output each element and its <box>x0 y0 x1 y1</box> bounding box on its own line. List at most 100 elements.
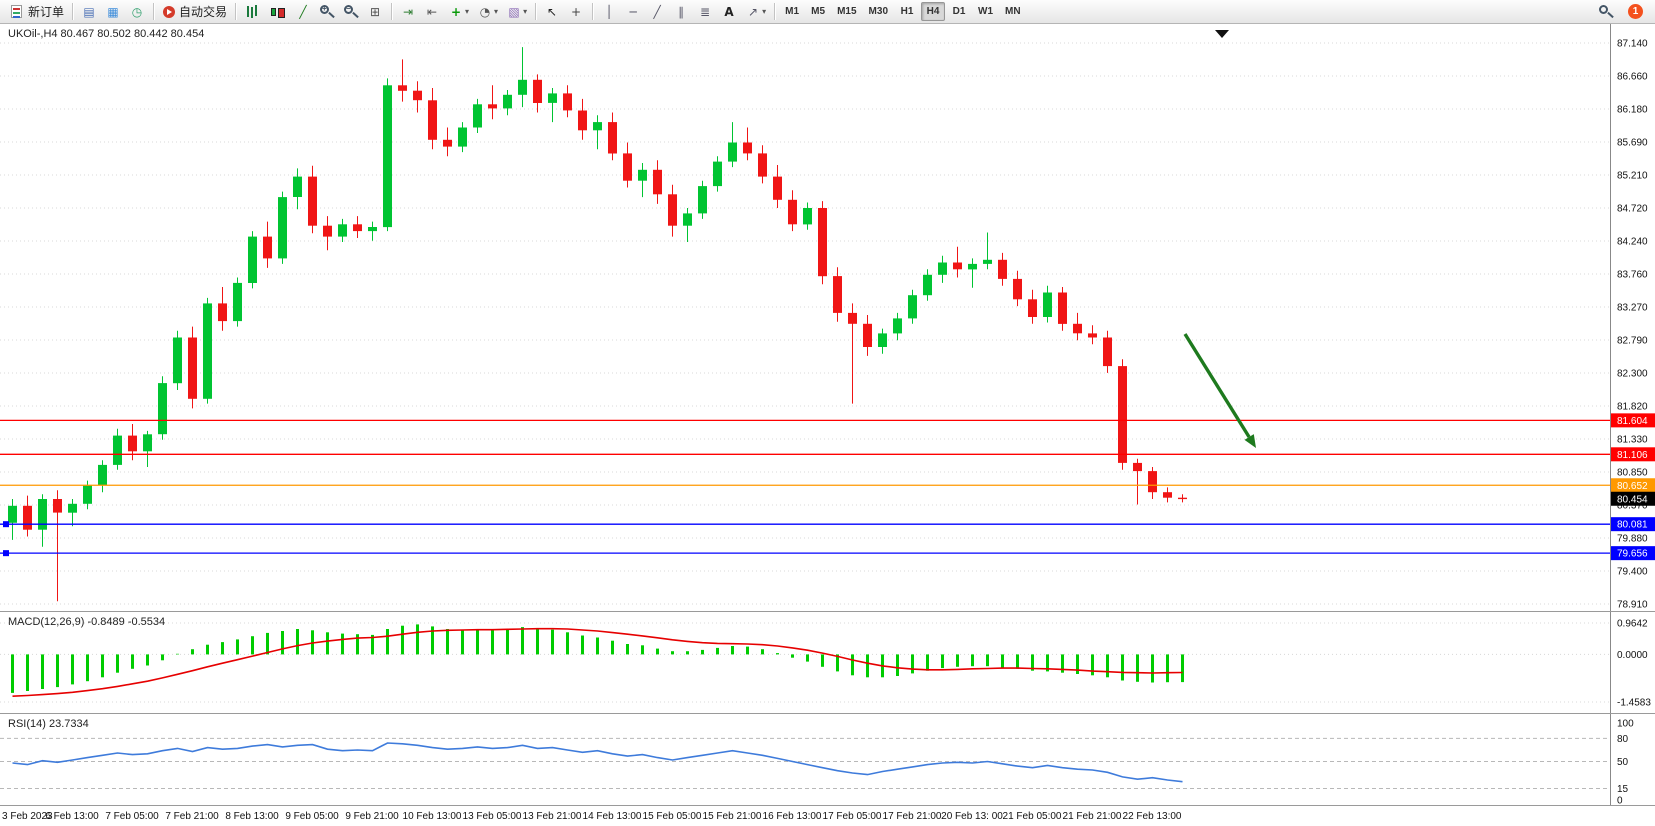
channel-button[interactable]: ∥ <box>669 2 693 22</box>
price-badge-text: 81.106 <box>1617 450 1648 461</box>
dropdown-caret-icon: ▾ <box>523 7 528 16</box>
timeframe-button-m1[interactable]: M1 <box>785 6 800 17</box>
timeframe-button-h1[interactable]: H1 <box>900 6 914 17</box>
autotrading-icon <box>163 5 176 18</box>
refresh-button[interactable]: ◷ <box>125 2 149 22</box>
line-anchor-handle[interactable] <box>3 550 9 557</box>
periods-button[interactable]: ◔ ▾ <box>473 2 502 22</box>
candle-bear <box>53 499 62 513</box>
rsi-line <box>12 742 1183 783</box>
rsi-axis-label: 0 <box>1617 796 1623 807</box>
price-badge-text: 81.604 <box>1617 416 1648 427</box>
trend-arrow-head[interactable] <box>1244 434 1257 448</box>
candle-bull <box>233 282 242 322</box>
indicators-button[interactable]: + ▾ <box>444 2 473 22</box>
chart-window-button[interactable]: ▤ <box>77 2 101 22</box>
chart-shift-marker[interactable] <box>1215 30 1229 38</box>
candle-bear <box>413 90 422 101</box>
macd-signal-line <box>12 627 1183 697</box>
candlestick-icon <box>271 7 286 18</box>
candle-bull <box>38 499 47 530</box>
chart-shift-button[interactable]: ⇤ <box>420 2 444 22</box>
candle-bull <box>98 464 107 486</box>
candle-bull <box>383 85 392 228</box>
chart-window-icon: ▤ <box>83 4 95 19</box>
templates-button[interactable]: ▧ ▾ <box>502 2 531 22</box>
price-badge <box>1611 447 1655 462</box>
profiles-icon: ▦ <box>107 4 119 19</box>
candle-bull <box>203 303 212 399</box>
time-axis-label: 15 Feb 05:00 <box>643 811 702 822</box>
timeframe-button-m5[interactable]: M5 <box>811 6 826 17</box>
timeframe-button-m15[interactable]: M15 <box>837 6 857 17</box>
candle-bear <box>1088 333 1097 338</box>
fibonacci-button[interactable]: ≣ <box>693 2 717 22</box>
cursor-button[interactable]: ↖ <box>540 2 564 22</box>
price-axis-label: 86.180 <box>1617 105 1648 116</box>
time-axis-label: 20 Feb 13: 00 <box>941 811 1003 822</box>
chart-area[interactable]: 87.140 86.660 86.180 85.690 85.210 84.720 84.2… <box>0 24 1655 826</box>
timeframe-button-mn[interactable]: MN <box>1005 6 1021 17</box>
notification-badge[interactable]: 1 <box>1628 4 1643 19</box>
candle-bull <box>878 333 887 347</box>
new-order-button[interactable]: 新订单 <box>4 2 68 22</box>
candle-bull <box>968 263 977 270</box>
timeframe-button-h4[interactable]: H4 <box>921 2 945 21</box>
timeframe-button-d1[interactable]: D1 <box>952 6 966 17</box>
candle-bear <box>953 262 962 270</box>
candle-bear <box>608 122 617 154</box>
price-axis-label: 81.330 <box>1617 435 1648 446</box>
price-axis-label: 84.240 <box>1617 237 1648 248</box>
crosshair-button[interactable]: + <box>564 2 588 22</box>
zoom-in-button[interactable] <box>315 2 339 22</box>
candle-bear <box>578 110 587 131</box>
candle-bull <box>893 318 902 334</box>
time-axis-label: 21 Feb 05:00 <box>1003 811 1062 822</box>
arrows-button[interactable]: ↗ ▾ <box>741 2 770 22</box>
indicators-icon: + <box>451 4 462 19</box>
auto-scroll-button[interactable]: ⇥ <box>396 2 420 22</box>
candle-bear <box>488 104 497 109</box>
trendline-button[interactable]: ╱ <box>645 2 669 22</box>
line-anchor-handle[interactable] <box>3 521 9 528</box>
vertical-line-icon: │ <box>605 4 613 19</box>
price-badge <box>1611 478 1655 493</box>
vertical-line-button[interactable]: │ <box>597 2 621 22</box>
tile-windows-button[interactable]: ⊞ <box>363 2 387 22</box>
candle-bull <box>338 224 347 237</box>
price-axis-label: 83.270 <box>1617 303 1648 314</box>
line-chart-button[interactable]: ╱ <box>291 2 315 22</box>
macd-axis-label: -1.4583 <box>1617 698 1651 709</box>
rsi-axis-label: 80 <box>1617 734 1629 745</box>
search-button[interactable] <box>1594 2 1618 22</box>
timeframe-button-m30[interactable]: M30 <box>868 6 888 17</box>
candle-bear <box>1133 462 1142 472</box>
candle-bear <box>188 337 197 399</box>
candle-bull <box>548 93 557 103</box>
candle-bear <box>848 312 857 324</box>
time-axis-label: 3 Feb 2023 <box>2 811 53 822</box>
text-icon: A <box>724 4 734 19</box>
trend-arrow-line[interactable] <box>1183 333 1251 438</box>
line-chart-icon: ╱ <box>299 4 307 19</box>
autotrading-button-label: 自动交易 <box>179 5 228 19</box>
candle-bear <box>623 153 632 181</box>
candle-bear <box>1163 492 1172 498</box>
search-icon <box>1599 5 1608 14</box>
bar-chart-icon <box>247 6 250 17</box>
candle-bull <box>638 169 647 181</box>
profiles-button[interactable]: ▦ <box>101 2 125 22</box>
zoom-out-button[interactable] <box>339 2 363 22</box>
candle-bull <box>698 186 707 214</box>
text-button[interactable]: A <box>717 2 741 22</box>
price-badge-text: 80.454 <box>1617 494 1648 505</box>
toolbar-separator <box>391 3 393 20</box>
candlestick-chart-button[interactable] <box>265 2 291 22</box>
candle-bull <box>923 274 932 296</box>
bar-chart-button[interactable] <box>240 2 265 22</box>
new-order-button-label: 新订单 <box>28 5 65 19</box>
price-axis-label: 81.820 <box>1617 402 1648 413</box>
autotrading-button[interactable]: 自动交易 <box>158 2 231 22</box>
horizontal-line-button[interactable]: ─ <box>621 2 645 22</box>
timeframe-button-w1[interactable]: W1 <box>978 6 993 17</box>
